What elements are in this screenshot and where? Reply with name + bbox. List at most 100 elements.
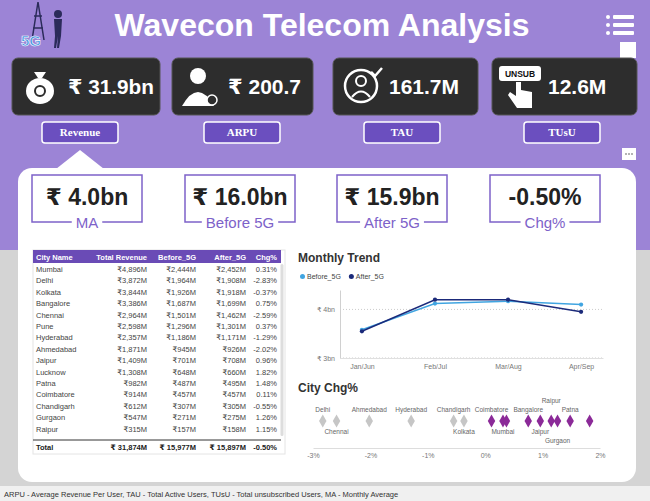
x-tick-label: Feb/Jul — [424, 363, 447, 370]
city-point — [407, 415, 414, 428]
table-total-cell: ₹ 15,977M — [160, 443, 197, 452]
x-tick: -3% — [307, 448, 319, 459]
point-label: Bangalore — [513, 406, 543, 414]
table-cell: ₹945M — [172, 345, 196, 354]
table-cell: ₹1,409M — [117, 356, 147, 365]
chart-title: City Chg% — [298, 381, 358, 395]
logo-person-head — [54, 10, 62, 18]
menu-dot[interactable] — [606, 15, 610, 19]
plot-area — [360, 298, 583, 334]
more-options-dot[interactable] — [625, 153, 627, 155]
kpi-label[interactable]: ARPU — [227, 126, 258, 138]
y-axis: ₹ 3bn₹ 4bn — [317, 291, 341, 362]
table-cell: ₹914M — [123, 390, 147, 399]
table-header: Before_5G — [158, 253, 196, 262]
table-total-cell: ₹ 31,874M — [111, 443, 148, 452]
menu-bar[interactable] — [613, 15, 634, 19]
icon-coin — [35, 86, 45, 96]
table-cell: ₹457M — [222, 390, 246, 399]
table-cell: Coimbatore — [36, 390, 75, 399]
trend-chart: Monthly TrendBefore_5GAfter_5G₹ 3bn₹ 4bn… — [298, 251, 604, 371]
kpi-value: ₹ 200.7 — [228, 75, 301, 98]
kpi-value: 161.7M — [389, 75, 459, 98]
kpi-button[interactable]: TUsU — [524, 122, 600, 143]
x-tick-label: 0% — [481, 452, 491, 459]
table-cell: ₹2,598M — [117, 322, 147, 331]
logo-person-body — [54, 19, 62, 48]
grid-line — [340, 358, 603, 359]
point-label: Raipur — [542, 397, 562, 405]
series-line — [362, 300, 581, 332]
icon-coin — [207, 95, 217, 105]
kpi-button-background[interactable] — [42, 122, 118, 143]
table-background — [33, 250, 285, 454]
x-axis: -3%-2%-1%0%1%2% — [307, 448, 605, 459]
kpi-label[interactable]: TUsU — [548, 126, 576, 138]
more-options-dot[interactable] — [631, 153, 633, 155]
menu-bar[interactable] — [613, 31, 634, 35]
kpi-card-background — [12, 58, 160, 115]
table-cell: ₹1,296M — [166, 322, 196, 331]
kpi-card: UNSUB12.6M — [492, 58, 637, 115]
point-label: Gurgaon — [545, 437, 571, 445]
kpi-button[interactable]: Revenue — [42, 122, 118, 143]
table-cell: ₹926M — [222, 345, 246, 354]
plot-area — [319, 415, 593, 428]
kpi-card: ₹ 31.9bn — [12, 58, 160, 115]
table-cell: Pune — [36, 322, 54, 331]
menu-bar[interactable] — [613, 23, 634, 27]
icon-text: UNSUB — [505, 69, 535, 79]
x-tick-label: -1% — [422, 452, 434, 459]
more-options-dot[interactable] — [628, 153, 630, 155]
table-cell: 0.31% — [256, 265, 278, 274]
table-header: City Name — [36, 253, 73, 262]
table-cell: Kolkata — [36, 288, 62, 297]
kpi-button-background[interactable] — [204, 122, 280, 143]
footer-note: ARPU - Average Revenue Per User, TAU - T… — [4, 490, 398, 499]
kpi-button-background[interactable] — [524, 122, 600, 143]
table-cell: 0.75% — [256, 299, 278, 308]
x-tick: 1% — [538, 448, 548, 459]
menu-icon[interactable] — [606, 15, 634, 35]
kpi-icon — [345, 68, 382, 102]
x-tick-label: Mar/Aug — [495, 363, 522, 371]
icon-badge — [499, 66, 541, 81]
series-point — [506, 298, 510, 302]
table-cell: ₹612M — [123, 402, 147, 411]
table-cell: -0.55% — [253, 402, 277, 411]
kpi-card: ₹ 200.7 — [172, 58, 313, 115]
city-point — [537, 415, 544, 428]
legend-swatch — [300, 274, 305, 279]
kpi-label[interactable]: Revenue — [60, 126, 100, 138]
summary-card: ₹ 15.9bnAfter 5G — [337, 175, 447, 231]
kpi-button[interactable]: TAU — [364, 122, 440, 143]
table-cell: ₹1,908M — [216, 276, 246, 285]
x-tick: 2% — [595, 448, 605, 459]
summary-label-patch — [202, 214, 278, 231]
menu-dot[interactable] — [606, 23, 610, 27]
table-cell: 1.82% — [256, 368, 278, 377]
city-point — [488, 415, 495, 428]
table-scrollbar[interactable] — [281, 264, 284, 436]
table-total-cell: ₹ 15,897M — [210, 443, 247, 452]
table-cell: ₹275M — [222, 413, 246, 422]
more-options-box[interactable] — [622, 148, 636, 160]
table-cell: ₹3,844M — [117, 288, 147, 297]
table-cell: Bangalore — [36, 299, 70, 308]
dashboard: 5GWavecon Telecom Analysis₹ 31.9bnRevenu… — [0, 0, 650, 501]
x-tick-label: 2% — [595, 452, 605, 459]
menu-dot[interactable] — [606, 31, 610, 35]
kpi-button[interactable]: ARPU — [204, 122, 280, 143]
table-cell: ₹660M — [222, 368, 246, 377]
kpi-label[interactable]: TAU — [391, 126, 413, 138]
table-cell: -1.29% — [253, 333, 277, 342]
table-cell: ₹701M — [172, 356, 196, 365]
summary-value: ₹ 16.0bn — [192, 184, 287, 210]
kpi-icon: UNSUB — [499, 66, 541, 108]
kpi-button-background[interactable] — [364, 122, 440, 143]
kpi-card: 161.7M — [333, 58, 478, 115]
series-point — [433, 298, 437, 302]
table-cell: Patna — [36, 379, 56, 388]
more-options[interactable] — [622, 148, 636, 160]
table-cell: ₹307M — [172, 402, 196, 411]
